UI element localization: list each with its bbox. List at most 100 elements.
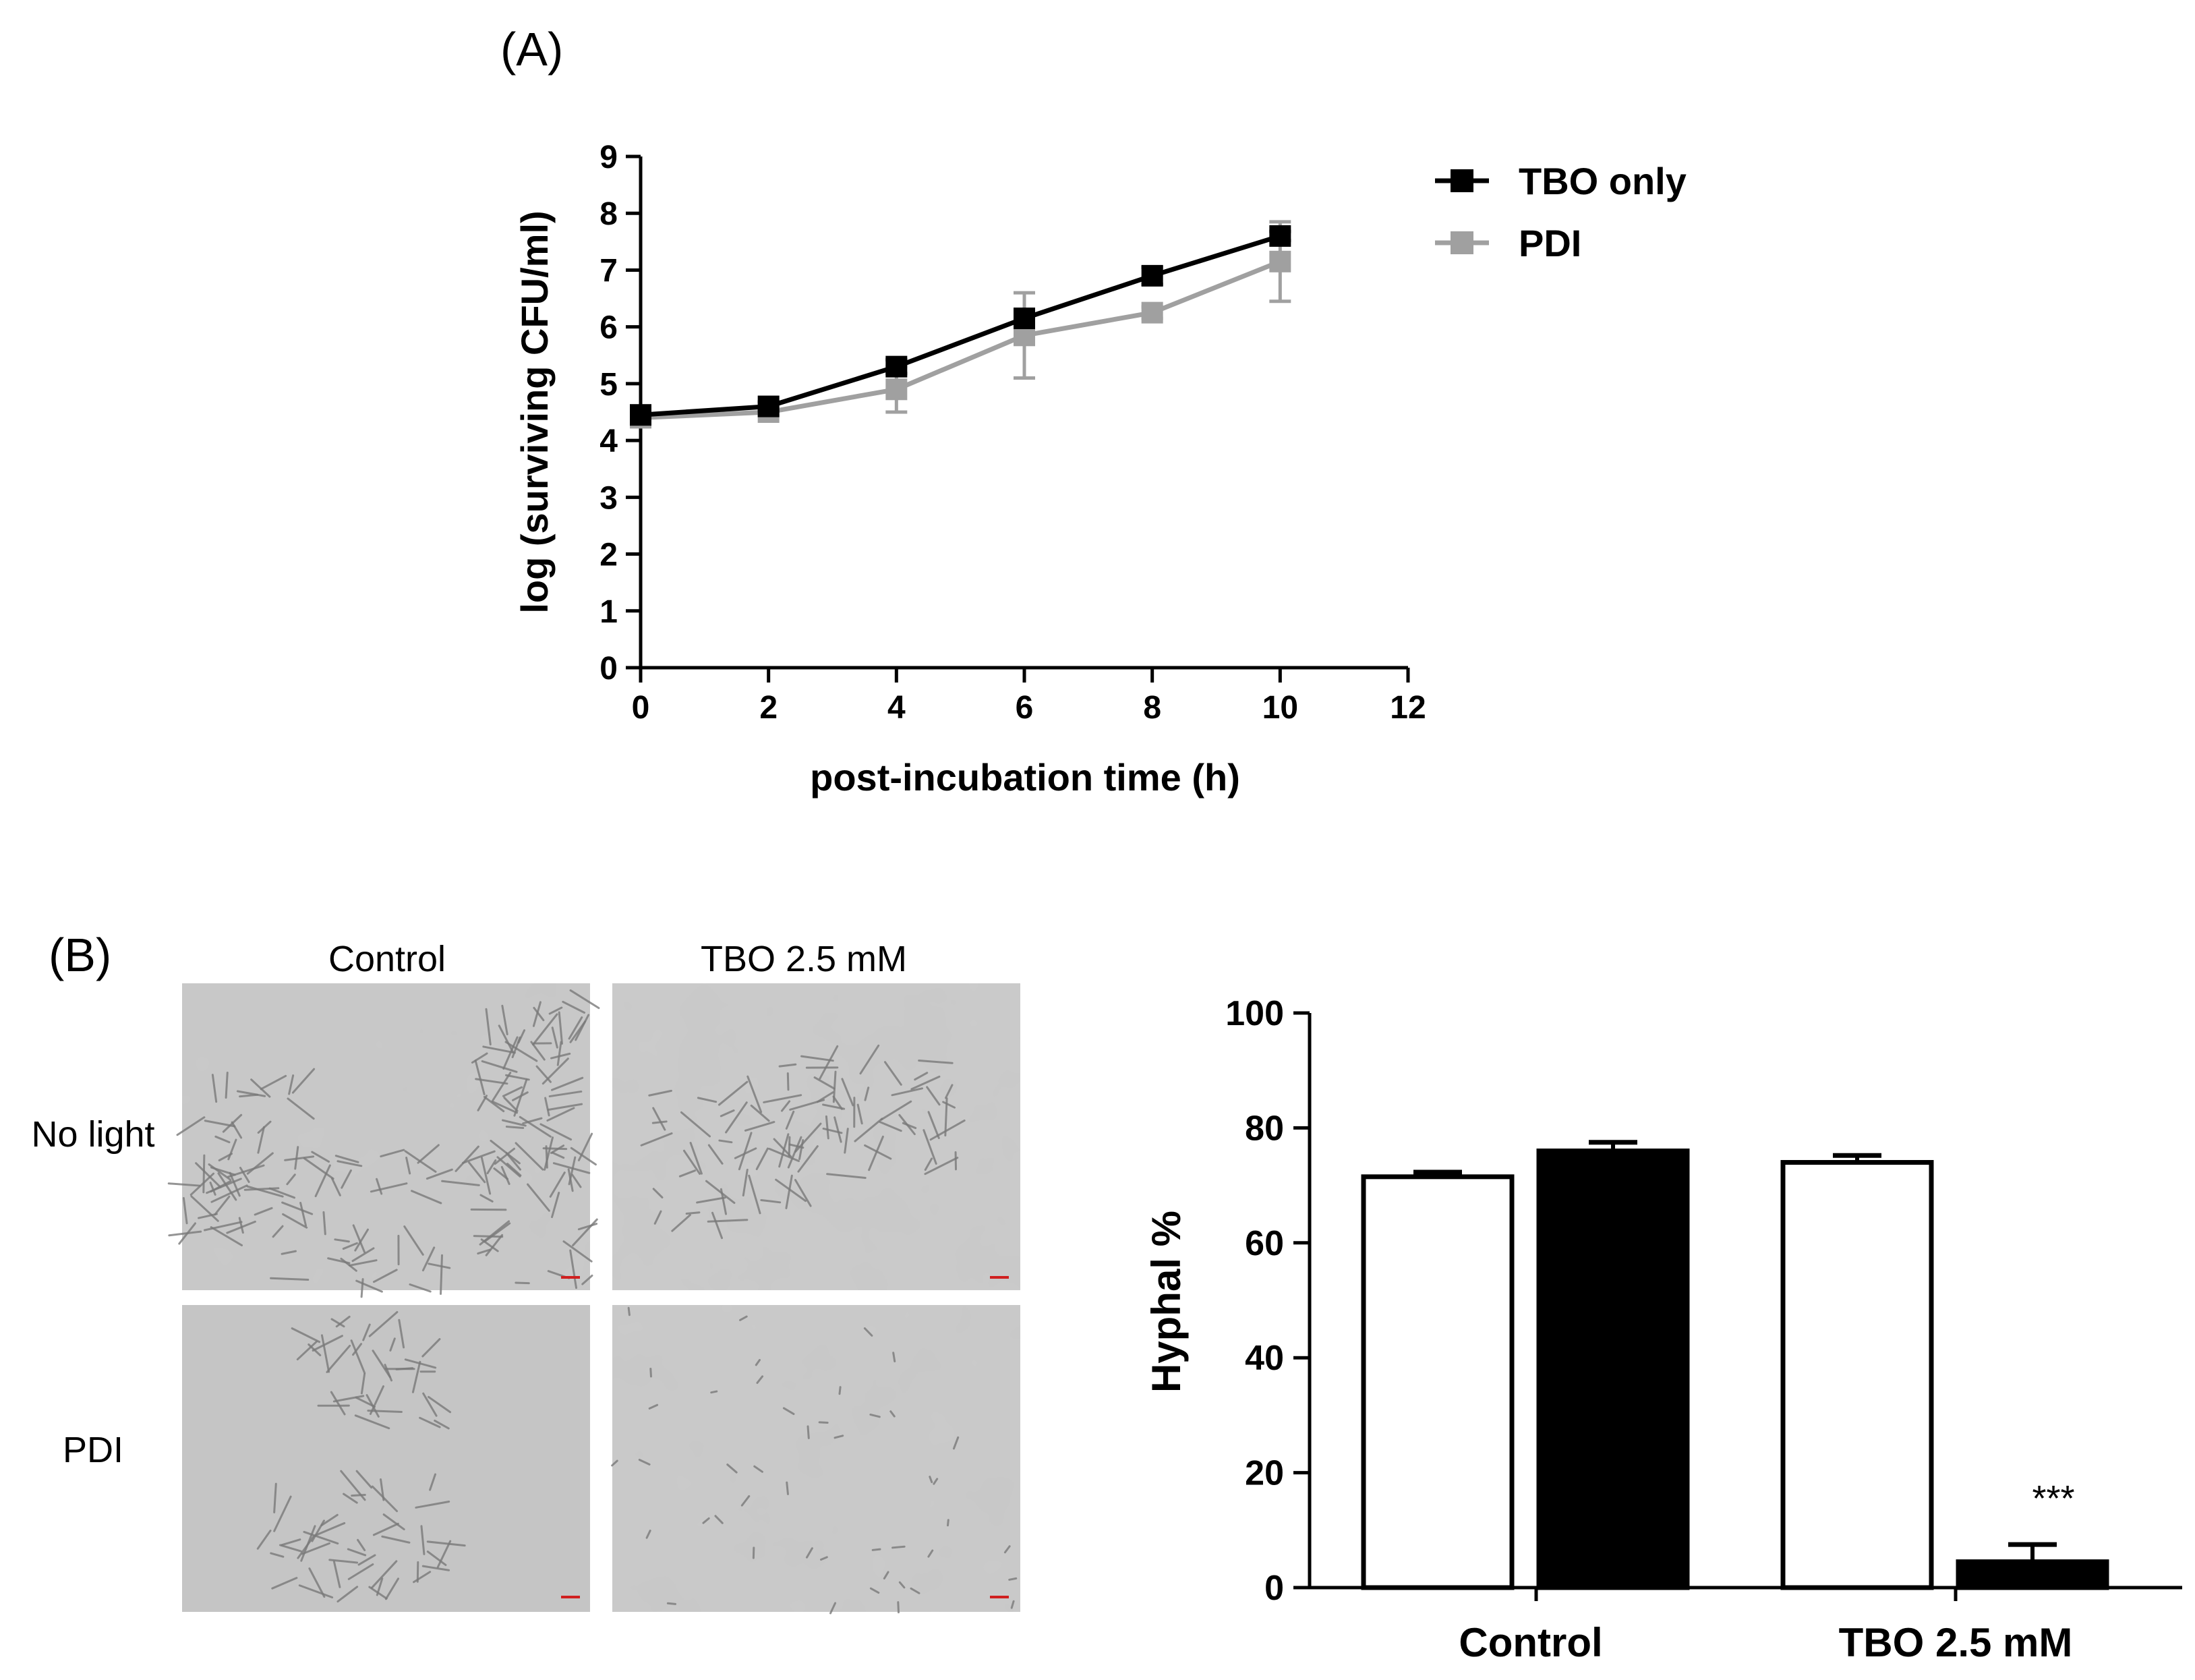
- cell-mark: [562, 1000, 586, 1014]
- cell-mark: [697, 1097, 718, 1103]
- cell-mark: [923, 1129, 937, 1165]
- cell-mark: [322, 1211, 326, 1236]
- cell-mark: [552, 1162, 591, 1174]
- data-point: [757, 395, 780, 417]
- legend-marker-pdi: [1451, 231, 1473, 254]
- cell-mark: [403, 1225, 424, 1256]
- cell-mark: [320, 1334, 330, 1373]
- cell-mark: [546, 1107, 575, 1122]
- cell-mark: [551, 1026, 558, 1049]
- cell-mark: [311, 1151, 330, 1163]
- cell-mark: [786, 1481, 789, 1495]
- cell-mark: [340, 1257, 357, 1272]
- cell-mark: [270, 1552, 285, 1558]
- cell-mark: [707, 1144, 724, 1165]
- cell-mark: [927, 1111, 940, 1139]
- cell-mark: [551, 1192, 560, 1219]
- cell-mark: [678, 1169, 696, 1178]
- cell-mark: [685, 1211, 701, 1215]
- cell-mark: [1008, 1577, 1018, 1581]
- cell-mark: [225, 1072, 229, 1099]
- cell-mark: [532, 1001, 542, 1027]
- y-axis-title: log (surviving CFU/ml): [513, 210, 556, 613]
- series-group: [630, 220, 1291, 429]
- cell-mark: [782, 1407, 795, 1416]
- cell-mark: [864, 1144, 892, 1160]
- y-tick-label: 100: [1225, 994, 1284, 1033]
- legend-label-pdi: PDI: [1519, 222, 1581, 264]
- cell-mark: [311, 1519, 325, 1542]
- cell-mark: [544, 1097, 550, 1117]
- x-ticks: 0 2 4 6 8 10 12: [632, 668, 1426, 726]
- y-tick-label: 40: [1245, 1339, 1284, 1378]
- cell-mark: [945, 1084, 954, 1099]
- cell-mark: [519, 1116, 552, 1138]
- cell-mark: [461, 1150, 496, 1164]
- x-tick-label: 2: [759, 690, 778, 726]
- micrograph-row-label-no-light: No light: [31, 1114, 154, 1155]
- cell-mark: [303, 1530, 339, 1545]
- cell-mark: [229, 1171, 241, 1197]
- cell-mark: [376, 1178, 383, 1195]
- panel-a-label: (A): [500, 23, 563, 76]
- cell-mark: [854, 1118, 883, 1142]
- cell-mark: [929, 1476, 933, 1484]
- cell-mark: [268, 1187, 296, 1199]
- cell-mark: [204, 1120, 236, 1128]
- cell-mark: [503, 1097, 519, 1112]
- x-tick-label: 6: [1016, 690, 1034, 726]
- cell-mark: [434, 1419, 450, 1430]
- cell-mark: [567, 1168, 574, 1192]
- cell-mark: [1003, 1545, 1011, 1554]
- cell-mark: [330, 1391, 346, 1416]
- cell-mark: [419, 1416, 441, 1428]
- cell-mark: [483, 1095, 505, 1113]
- cell-mark: [231, 1121, 243, 1139]
- cell-mark: [468, 1161, 486, 1184]
- cell-mark: [210, 1226, 243, 1246]
- cell-mark: [914, 1072, 929, 1081]
- cell-mark: [648, 1403, 659, 1410]
- cell-mark: [1010, 1600, 1015, 1609]
- cell-mark: [246, 1185, 284, 1198]
- cell-mark: [362, 1323, 371, 1341]
- cell-mark: [689, 1142, 703, 1175]
- cell-mark: [652, 1188, 664, 1198]
- cell-mark: [535, 1065, 552, 1083]
- cell-mark: [714, 1515, 724, 1524]
- cell-mark: [841, 1078, 854, 1107]
- cell-mark: [720, 1109, 735, 1118]
- cell-mark: [527, 1183, 550, 1212]
- cell-mark: [550, 1052, 571, 1060]
- cell-mark: [548, 1090, 583, 1098]
- significance-marker: ***: [2032, 1478, 2074, 1519]
- cell-mark: [747, 1075, 763, 1113]
- scale-bar: [990, 1596, 1009, 1598]
- y-tick-label: 80: [1245, 1109, 1284, 1148]
- cell-mark: [336, 1160, 363, 1167]
- cell-mark: [859, 1044, 880, 1075]
- legend: TBO only PDI: [1435, 160, 1687, 264]
- cell-mark: [341, 1169, 352, 1189]
- cell-mark: [492, 1101, 519, 1114]
- cell-mark: [785, 1174, 793, 1209]
- cell-mark: [330, 1318, 345, 1328]
- cell-mark: [718, 1139, 733, 1144]
- bar-control-pdi: [1536, 1148, 1690, 1590]
- cell-mark: [370, 1560, 398, 1589]
- cell-mark: [653, 1210, 662, 1225]
- cell-mark: [404, 1150, 437, 1173]
- micrograph-col-label-control: Control: [328, 939, 446, 979]
- cell-mark: [422, 1392, 438, 1417]
- y-tick-label: 3: [599, 480, 618, 516]
- cell-mark: [883, 1061, 902, 1086]
- cell-mark: [750, 1104, 770, 1122]
- cell-mark: [260, 1074, 287, 1091]
- cell-mark: [413, 1571, 432, 1584]
- cell-mark: [883, 1571, 889, 1580]
- cell-mark: [485, 1008, 492, 1046]
- cell-mark: [206, 1178, 242, 1194]
- y-ticks: 0 1 2 3 4 5 6 7 8 9: [599, 140, 641, 687]
- cell-mark: [415, 1501, 450, 1509]
